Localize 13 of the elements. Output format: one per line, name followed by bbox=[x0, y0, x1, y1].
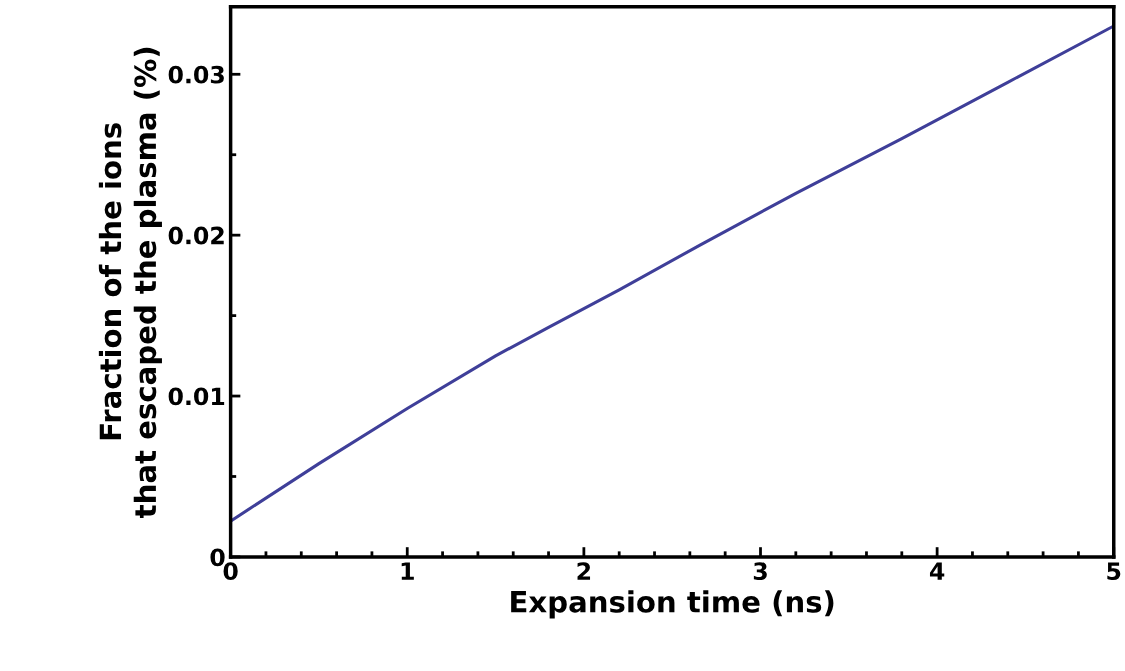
y-tick-label: 0.02 bbox=[168, 226, 224, 245]
x-tick-label: 0 bbox=[223, 562, 238, 581]
y-tick-label: 0.03 bbox=[168, 65, 224, 84]
x-tick-label: 1 bbox=[401, 562, 414, 580]
y-tick-label: 0 bbox=[210, 548, 225, 567]
y-axis-title: Fraction of the ions that escaped the plasma (%) bbox=[98, 47, 162, 518]
line-series bbox=[230, 24, 1114, 523]
x-tick-label: 2 bbox=[577, 562, 591, 580]
y-tick-label: 0.01 bbox=[168, 387, 225, 406]
x-axis-title: Expansion time (ns) bbox=[511, 590, 834, 619]
x-tick-label: 5 bbox=[1107, 562, 1121, 581]
x-tick-label: 4 bbox=[929, 562, 945, 580]
x-tick-label: 3 bbox=[753, 562, 767, 581]
